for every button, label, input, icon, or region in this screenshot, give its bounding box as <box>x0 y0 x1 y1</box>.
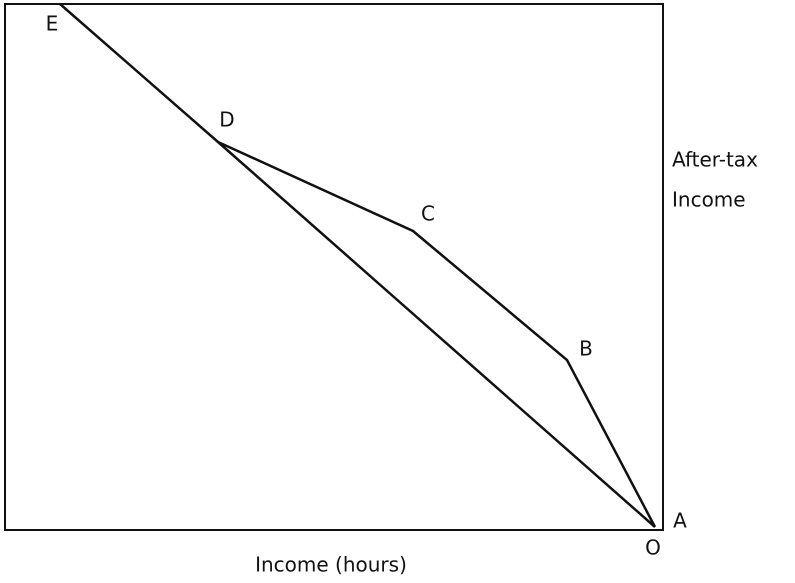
point-label: C <box>421 202 435 226</box>
point-label: A <box>673 509 687 533</box>
point-label: B <box>579 337 593 361</box>
frame <box>4 3 664 531</box>
origin-label: O <box>645 536 661 560</box>
x-axis-label: Income (hours) <box>255 553 407 577</box>
straight-schedule <box>59 3 656 528</box>
point-label: D <box>219 108 234 132</box>
point-label: E <box>46 12 59 36</box>
y-axis-label: After-tax <box>672 148 758 172</box>
y-axis-label: Income <box>672 188 746 212</box>
kinked-schedule <box>217 140 657 528</box>
